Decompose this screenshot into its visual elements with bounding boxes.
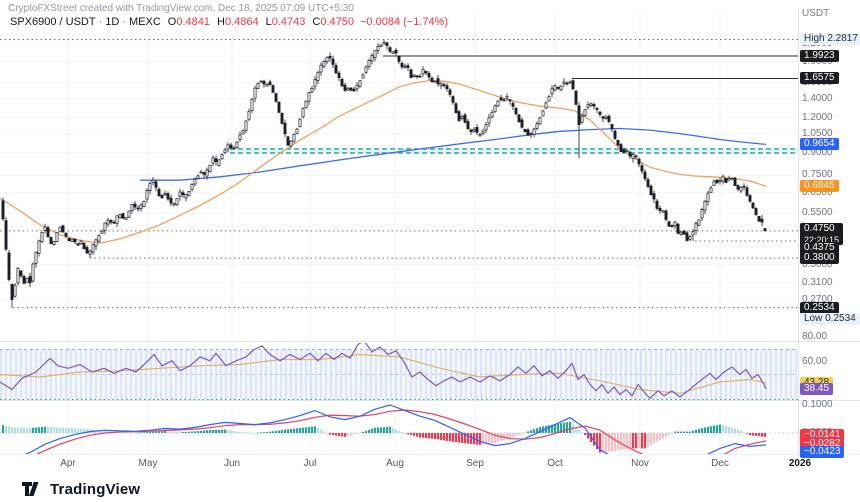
price-label-0.3800: 0.3800 [800,252,839,265]
legend-separator: · [122,16,126,28]
low-label: L [265,16,272,28]
high-label: H [217,16,225,28]
macd-pane [0,404,798,454]
time-label-Oct: Oct [547,458,563,469]
supply-zone [230,148,798,154]
ma-fast-orange [0,79,767,244]
price-label-0.4750: 0.4750 22:20:15 [800,222,844,245]
tradingview-brand-text: TradingView [50,480,141,498]
close-value: 0.4750 [320,16,354,28]
time-label-Sep: Sep [466,458,484,469]
legend-separator: · [98,16,103,28]
price-label-0.4375: 0.4375 [800,241,839,254]
price-tick-1.0500: 1.0500 [802,128,833,140]
price-label-High-2.2817: High 2.2817 [800,33,860,46]
symbol-legend[interactable]: SPX6900 / USDT · 1D · MEXC O0.4841 H0.4864 L0.4… [10,16,448,28]
interval-label: 1D [105,16,120,28]
rsi-tick-80.00: 80.00 [802,331,828,342]
attribution-text: CryptoFXStreet created with TradingView.… [8,3,354,14]
rsi-label-38.45: 38.45 [800,382,834,395]
open-value: 0.4841 [176,16,210,28]
tradingview-logo[interactable]: TradingView [22,479,192,499]
price-tick-0.6500: 0.6500 [802,186,833,198]
time-label-May: May [138,458,158,469]
time-scale[interactable]: Apr May Jun Jul Aug Sep Oct Nov Dec 2026 [0,455,860,472]
footer-bar: TradingView [0,471,860,502]
price-tick-0.5500: 0.5500 [802,207,833,219]
countdown-timer: 22:20:15 [804,234,840,245]
time-label-Jun: Jun [223,458,241,469]
price-label-0.2534: 0.2534 [800,301,839,314]
time-label-Aug: Aug [386,458,404,469]
price-axis-currency: USDT [802,8,830,19]
high-value: 0.4864 [224,16,259,28]
price-tick-0.3600: 0.3600 [802,258,833,270]
price-tick-1.4000: 1.4000 [802,93,833,105]
macd-signal-line [36,409,767,454]
chart-canvas[interactable] [0,0,860,455]
price-label-0.6845: 0.6845 [800,180,839,193]
price-tick-0.7500: 0.7500 [802,169,833,181]
time-label-Nov: Nov [631,458,649,469]
price-tick-1.2000: 1.2000 [802,111,833,123]
price-label-1.6575: 1.6575 [800,72,839,85]
time-label-Dec: Dec [711,458,729,469]
macd-tick-0.1000: 0.1000 [802,399,833,410]
macd-line [24,404,767,454]
price-tick-0.9000: 0.9000 [802,146,833,158]
time-label-Jul: Jul [303,458,317,469]
price-label-0.9654: 0.9654 [800,138,839,151]
time-label-2026: 2026 [788,458,812,469]
rsi-line [0,343,767,400]
macd-label-−0.0423: −0.0423 [800,446,845,458]
time-label-Apr: Apr [60,458,76,469]
ma-slow-blue [140,127,767,181]
price-label-Low-0.2534: Low 0.2534 [800,312,860,325]
change-value: −0.0084 (−1.74%) [360,16,449,28]
candles [1,39,767,308]
price-tick-0.2700: 0.2700 [802,293,833,305]
exchange-label: MEXC [129,16,161,28]
price-tick-0.3100: 0.3100 [802,276,833,288]
rsi-pane [0,343,798,400]
close-label: C [312,16,321,28]
price-label-1.9923: 1.9923 [800,50,839,62]
low-value: 0.4743 [271,16,306,28]
symbol-name: SPX6900 / USDT [10,16,96,28]
tradingview-logo-icon [22,481,39,496]
rsi-tick-60.00: 60.00 [802,356,828,367]
open-label: O [167,16,177,28]
